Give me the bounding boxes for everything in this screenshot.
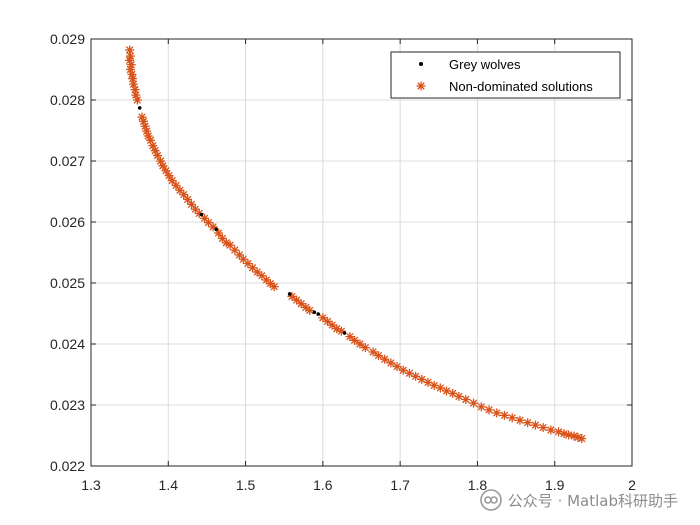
axes-box [90, 38, 633, 467]
non-dominated-point [577, 434, 587, 444]
non-dominated-point [484, 405, 494, 415]
non-dominated-point [345, 332, 355, 342]
non-dominated-point [208, 222, 218, 232]
non-dominated-point [461, 395, 471, 405]
non-dominated-point [186, 199, 196, 209]
wechat-official-account-icon [479, 489, 502, 511]
non-dominated-point [499, 410, 509, 420]
non-dominated-point [190, 204, 200, 214]
grey-wolf-point [342, 331, 347, 335]
grid-lines [90, 38, 633, 467]
non-dominated-point [530, 420, 540, 430]
non-dominated-point [152, 151, 162, 161]
non-dominated-point [230, 245, 240, 255]
x-tick-label: 1.3 [81, 477, 101, 493]
y-tick-label: 0.028 [50, 92, 85, 108]
non-dominated-point [161, 166, 171, 176]
grey-wolf-point [199, 212, 204, 217]
x-tick-label: 1.7 [390, 477, 410, 493]
y-tick-label: 0.025 [50, 275, 85, 291]
legend: Grey wolves Non-dominated solutions [390, 51, 621, 99]
x-tick-labels: 1.3 1.4 1.5 1.6 1.7 1.8 1.9 2 [81, 477, 636, 493]
x-tick-label: 1.9 [545, 477, 565, 493]
non-dominated-point [269, 282, 279, 292]
y-tick-label: 0.029 [50, 31, 85, 47]
non-dominated-point [252, 267, 262, 277]
grey-wolf-point [137, 106, 142, 110]
x-tick-label: 1.4 [159, 477, 179, 493]
y-tick-labels: 0.022 0.023 0.024 0.025 0.026 0.027 0.028 0.029 [50, 31, 85, 474]
x-tick-label: 2 [628, 477, 636, 493]
x-tick-label: 1.5 [236, 477, 256, 493]
non-dominated-point [132, 95, 142, 105]
non-dominated-point [125, 45, 135, 55]
non-dominated-point [507, 413, 517, 423]
non-dominated-point [296, 299, 306, 309]
non-dominated-point [292, 295, 302, 305]
non-dominated-point [523, 418, 533, 428]
non-dominated-point [469, 398, 479, 408]
non-dominated-point [538, 423, 548, 433]
grey-wolf-point [287, 292, 292, 296]
grey-wolf-point [312, 310, 317, 315]
x-tick-label: 1.8 [468, 477, 488, 493]
non-dominated-point [167, 176, 177, 186]
watermark-text: 公众号 · Matlab科研助手 [507, 491, 678, 510]
non-dominated-point [392, 362, 402, 372]
y-tick-label: 0.023 [50, 397, 85, 413]
non-dominated-point [327, 320, 337, 330]
non-dominated-point [368, 347, 378, 357]
non-dominated-point [179, 190, 189, 200]
grey-wolf-point [214, 227, 219, 232]
legend-label-grey-wolves: Grey wolves [449, 57, 521, 72]
non-dominated-point [305, 305, 315, 315]
non-dominated-point [318, 313, 328, 323]
non-dominated-point [183, 194, 193, 204]
legend-box [390, 51, 621, 99]
non-dominated-point [360, 343, 370, 353]
non-dominated-point [386, 358, 396, 368]
legend-marker-grey-wolves [419, 62, 423, 66]
non-dominated-point [238, 254, 248, 264]
plot-area-background [91, 39, 632, 466]
axis-ticks [90, 38, 633, 467]
non-dominated-point [380, 354, 390, 364]
legend-asterisk-glyph [416, 81, 426, 91]
non-dominated-point [261, 275, 271, 285]
non-dominated-point [476, 402, 486, 412]
non-dominated-point [322, 316, 332, 326]
non-dominated-point [515, 415, 525, 425]
x-tick-label: 1.6 [313, 477, 333, 493]
non-dominated-point [171, 180, 181, 190]
watermark: 公众号 · Matlab科研助手 [479, 489, 678, 511]
y-tick-label: 0.026 [50, 214, 85, 230]
non-dominated-point [492, 408, 502, 418]
y-tick-label: 0.024 [50, 336, 85, 352]
non-dominated-point [374, 351, 384, 361]
non-dominated-point [454, 391, 464, 401]
non-dominated-point [158, 161, 168, 171]
non-dominated-point [546, 425, 556, 435]
non-dominated-point [355, 339, 365, 349]
non-dominated-point [350, 335, 360, 345]
grey-wolf-point [316, 312, 321, 316]
non-dominated-point [564, 430, 574, 440]
y-tick-label: 0.027 [50, 153, 85, 169]
non-dominated-point [164, 171, 174, 181]
data-points [125, 45, 587, 444]
legend-marker-non-dominated [416, 81, 426, 91]
y-tick-label: 0.022 [50, 458, 85, 474]
legend-label-non-dominated: Non-dominated solutions [449, 79, 593, 94]
